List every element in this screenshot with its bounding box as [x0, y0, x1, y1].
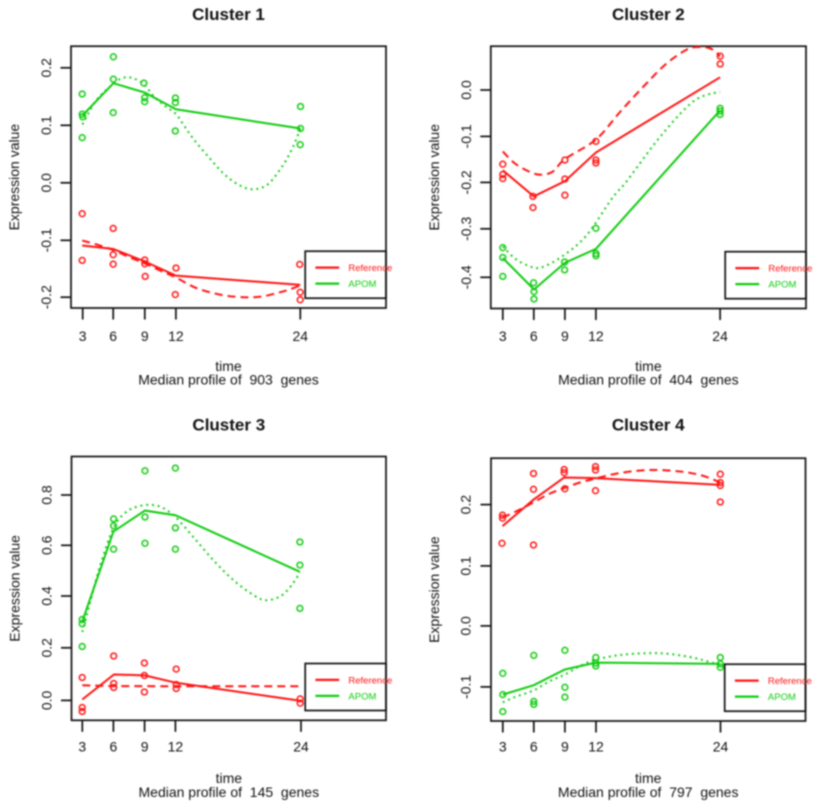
svg-text:0.0: 0.0 — [458, 80, 474, 100]
svg-text:time: time — [215, 358, 242, 374]
svg-text:time: time — [216, 770, 243, 786]
svg-text:Median profile of 145 genes: Median profile of 145 genes — [139, 784, 320, 800]
svg-text:Expression value: Expression value — [426, 536, 442, 643]
svg-text:Cluster 2: Cluster 2 — [612, 5, 685, 24]
svg-text:6: 6 — [530, 328, 538, 344]
svg-text:24: 24 — [712, 328, 728, 344]
svg-text:24: 24 — [713, 739, 729, 755]
svg-text:Median profile of 404 genes: Median profile of 404 genes — [558, 372, 739, 388]
svg-text:0.0: 0.0 — [458, 616, 474, 636]
svg-text:12: 12 — [588, 739, 604, 755]
svg-text:9: 9 — [561, 328, 569, 344]
svg-text:-0.3: -0.3 — [458, 217, 474, 241]
svg-text:-0.1: -0.1 — [458, 124, 474, 148]
svg-text:24: 24 — [293, 739, 309, 755]
svg-text:0.2: 0.2 — [38, 58, 54, 78]
svg-text:-0.2: -0.2 — [38, 285, 54, 309]
svg-text:6: 6 — [109, 328, 117, 344]
svg-text:Expression value: Expression value — [7, 535, 23, 642]
svg-text:time: time — [635, 770, 662, 786]
svg-text:9: 9 — [141, 739, 149, 755]
svg-text:Cluster 4: Cluster 4 — [612, 415, 685, 434]
svg-text:0.2: 0.2 — [458, 495, 474, 515]
svg-text:Reference: Reference — [348, 263, 392, 274]
svg-text:12: 12 — [588, 328, 604, 344]
svg-text:Cluster 1: Cluster 1 — [192, 5, 265, 24]
svg-text:-0.2: -0.2 — [458, 170, 474, 194]
svg-text:Median profile of 797 genes: Median profile of 797 genes — [558, 784, 739, 800]
svg-text:12: 12 — [168, 328, 184, 344]
svg-text:0.1: 0.1 — [38, 115, 54, 135]
svg-text:APOM: APOM — [348, 691, 376, 702]
svg-text:9: 9 — [141, 328, 149, 344]
svg-text:APOM: APOM — [768, 692, 796, 703]
svg-text:-0.1: -0.1 — [458, 675, 474, 699]
svg-text:3: 3 — [499, 328, 507, 344]
svg-text:3: 3 — [79, 328, 87, 344]
svg-text:Reference: Reference — [768, 264, 812, 275]
svg-text:0.1: 0.1 — [458, 556, 474, 576]
svg-text:24: 24 — [293, 328, 309, 344]
svg-text:Reference: Reference — [348, 675, 392, 686]
svg-text:0.8: 0.8 — [39, 485, 55, 505]
svg-text:Reference: Reference — [768, 676, 812, 687]
svg-text:9: 9 — [561, 739, 569, 755]
svg-text:0.0: 0.0 — [38, 173, 54, 193]
svg-text:3: 3 — [499, 739, 507, 755]
svg-text:6: 6 — [110, 739, 118, 755]
svg-text:time: time — [635, 358, 662, 374]
svg-text:APOM: APOM — [768, 280, 796, 291]
svg-text:-0.4: -0.4 — [458, 265, 474, 289]
svg-text:Expression value: Expression value — [6, 124, 22, 231]
svg-text:Cluster 3: Cluster 3 — [192, 415, 265, 434]
svg-text:0.2: 0.2 — [39, 638, 55, 658]
svg-text:3: 3 — [78, 739, 86, 755]
svg-text:0.6: 0.6 — [39, 535, 55, 555]
svg-text:APOM: APOM — [348, 279, 376, 290]
svg-text:12: 12 — [168, 739, 184, 755]
svg-text:6: 6 — [530, 739, 538, 755]
svg-text:-0.1: -0.1 — [38, 228, 54, 252]
svg-text:0.0: 0.0 — [39, 690, 55, 710]
svg-text:Median profile of 903 genes: Median profile of 903 genes — [138, 372, 319, 388]
svg-text:0.4: 0.4 — [39, 586, 55, 606]
svg-text:Expression value: Expression value — [426, 124, 442, 231]
